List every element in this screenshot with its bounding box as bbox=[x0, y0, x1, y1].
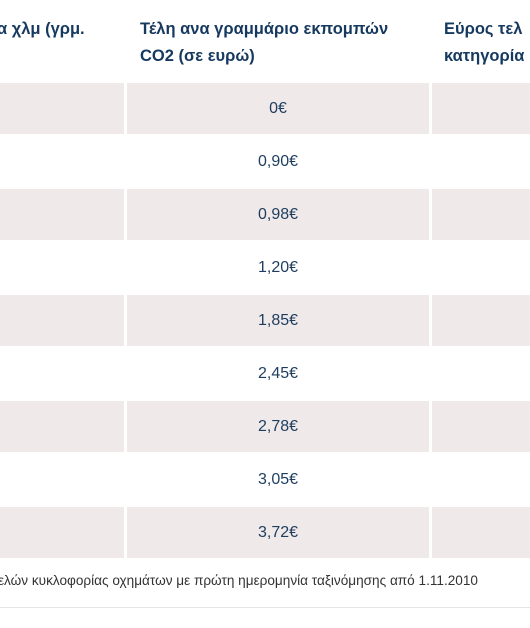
table-cell bbox=[0, 83, 124, 134]
table-row: 2,45€ bbox=[0, 348, 530, 401]
header-line: Τέλη ανα γραμμάριο εκπομπών bbox=[140, 20, 389, 38]
table-cell bbox=[432, 242, 530, 293]
table-cell bbox=[0, 401, 124, 452]
fee-value: 3,72€ bbox=[257, 524, 299, 541]
table-cell bbox=[127, 189, 429, 240]
table-cell bbox=[127, 295, 429, 346]
fee-value: 0,98€ bbox=[257, 206, 299, 223]
column-header-fee-per-gram: Τέλη ανα γραμμάριο εκπομπών CO2 (σε ευρώ… bbox=[140, 16, 388, 70]
table-cell bbox=[0, 295, 124, 346]
header-line: Εύρος τελ bbox=[444, 20, 523, 38]
table-row: 3,05€ bbox=[0, 454, 530, 507]
fee-value: 2,78€ bbox=[257, 418, 299, 435]
table-cell bbox=[0, 454, 124, 505]
table-row: 1,20€ bbox=[0, 242, 530, 295]
fee-value: 2,45€ bbox=[257, 365, 299, 382]
table-cell bbox=[0, 242, 124, 293]
table-cell bbox=[432, 507, 530, 558]
table-cell bbox=[432, 136, 530, 187]
fee-value: 0€ bbox=[269, 100, 287, 117]
table-row: 1,85€ bbox=[0, 295, 530, 348]
column-header-fee-range: Εύρος τελ κατηγορία bbox=[444, 16, 524, 70]
table-body: 0€ 0,90€ 0,98€ 1,20€ 1,85€ bbox=[0, 83, 530, 560]
table-row: 0,90€ bbox=[0, 136, 530, 189]
table-row: 2,78€ bbox=[0, 401, 530, 454]
table-cell bbox=[432, 454, 530, 505]
table-cell bbox=[127, 507, 429, 558]
table-cell bbox=[432, 83, 530, 134]
table-cell bbox=[0, 507, 124, 558]
table-cell bbox=[432, 401, 530, 452]
header-line: α χλμ (γρμ. bbox=[0, 20, 85, 38]
table-header: α χλμ (γρμ. Τέλη ανα γραμμάριο εκπομπών … bbox=[0, 0, 530, 83]
table-row: 0€ bbox=[0, 83, 530, 136]
fee-value: 1,85€ bbox=[257, 312, 299, 329]
table-row: 0,98€ bbox=[0, 189, 530, 242]
table-cell bbox=[432, 348, 530, 399]
fee-value: 0,90€ bbox=[257, 153, 299, 170]
fee-value: 3,05€ bbox=[257, 471, 299, 488]
table-cell bbox=[0, 348, 124, 399]
table-row: 3,72€ bbox=[0, 507, 530, 560]
fee-value: 1,20€ bbox=[257, 259, 299, 276]
table-caption: ελών κυκλοφορίας οχημάτων με πρώτη ημερο… bbox=[0, 573, 478, 588]
table-cell bbox=[0, 189, 124, 240]
table-cell bbox=[127, 401, 429, 452]
header-line: κατηγορία bbox=[444, 47, 525, 65]
table-cell bbox=[127, 83, 429, 134]
table-cell bbox=[432, 295, 530, 346]
table-cell bbox=[432, 189, 530, 240]
divider bbox=[0, 607, 530, 608]
column-header-emissions: α χλμ (γρμ. bbox=[0, 16, 85, 43]
table-cell bbox=[0, 136, 124, 187]
header-line: CO2 (σε ευρώ) bbox=[140, 47, 255, 65]
